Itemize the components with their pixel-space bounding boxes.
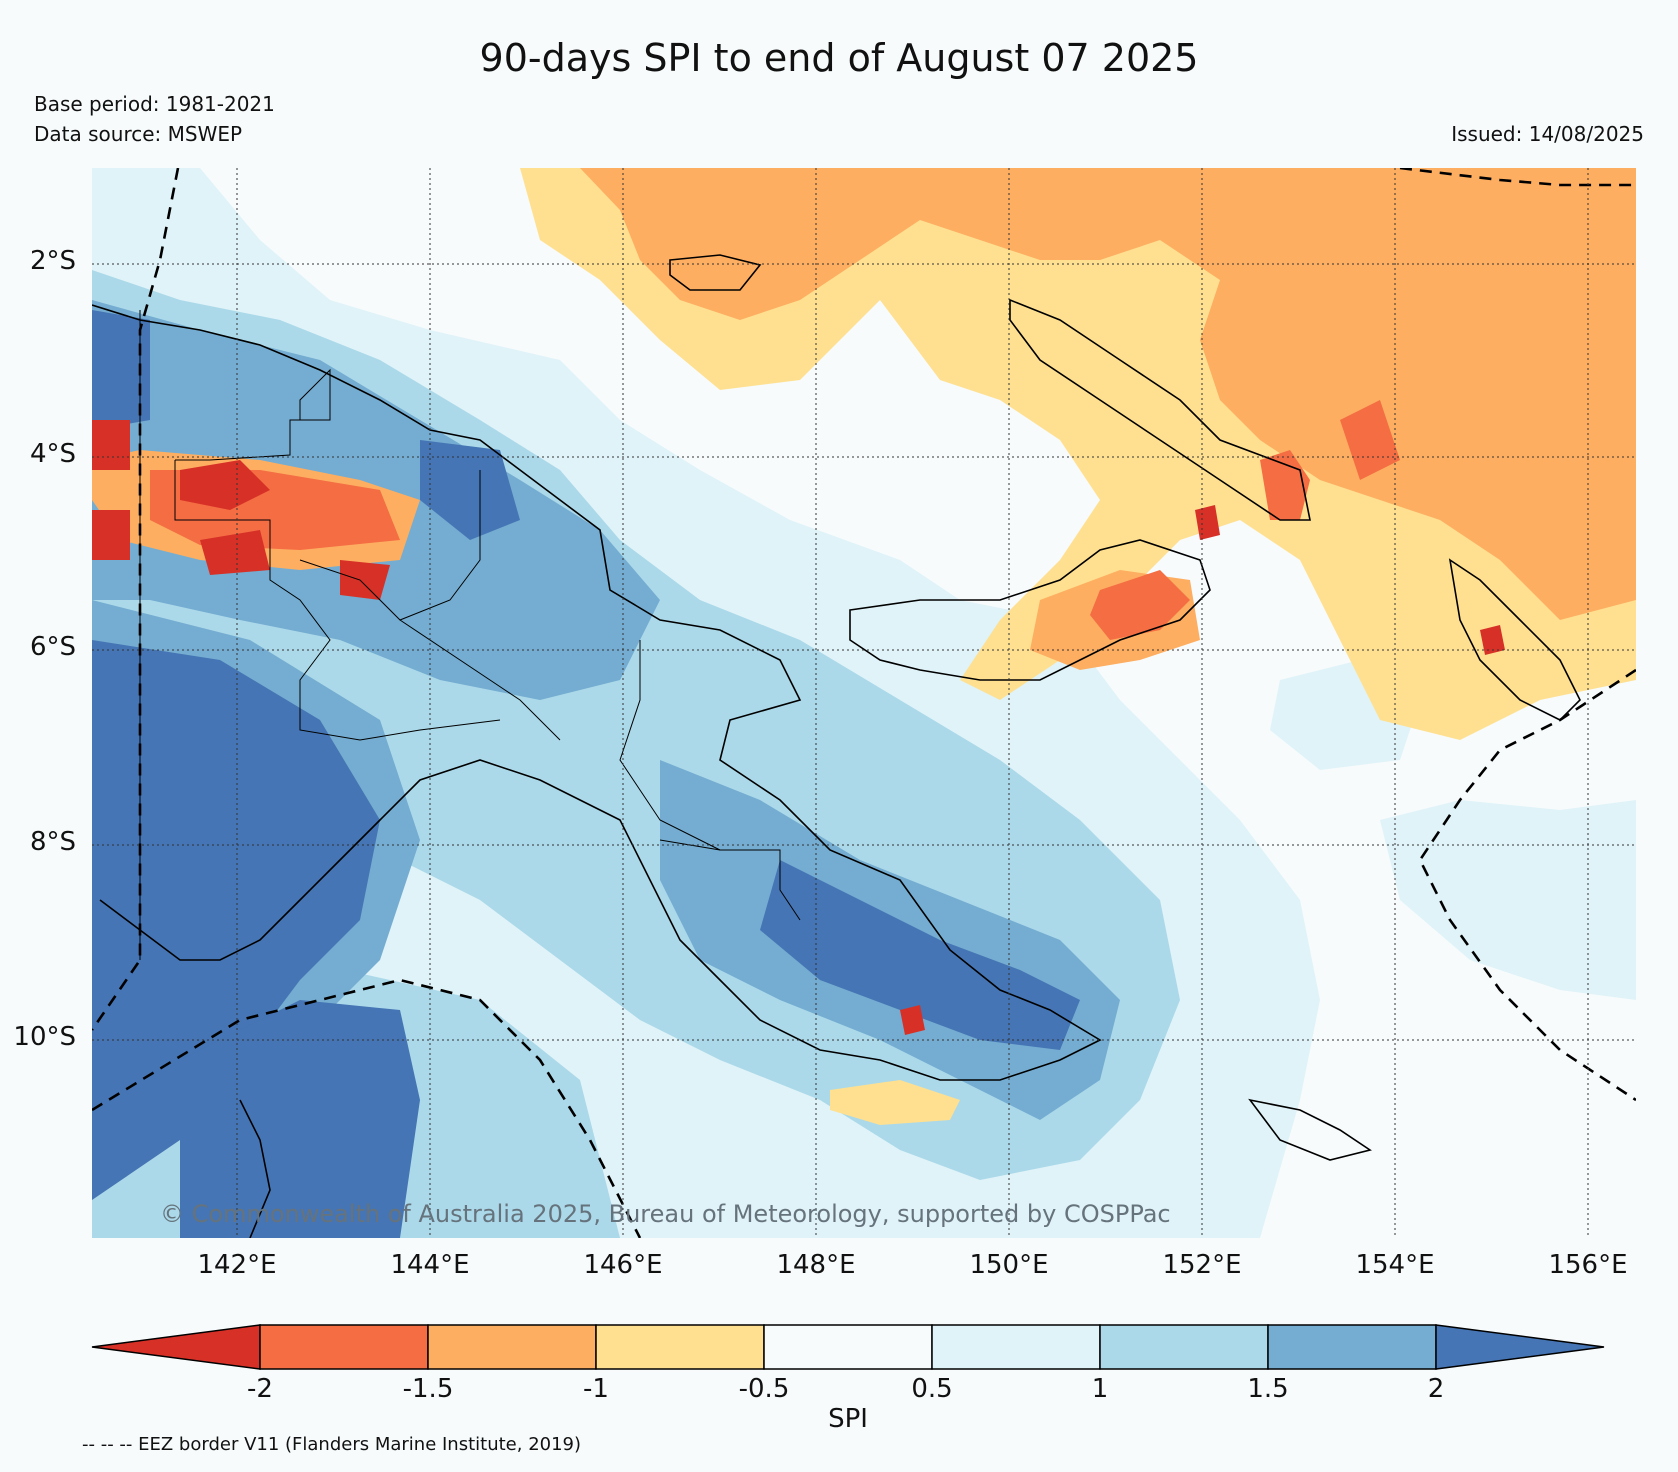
lon-tick: 146°E [583, 1250, 663, 1280]
colorbar-label: -1 [583, 1374, 609, 1404]
colorbar-extend-high [1435, 1324, 1605, 1370]
spi-band-under-neg2-e1 [900, 1005, 925, 1035]
colorbar-bin-neg0.5-0.5 [763, 1324, 933, 1370]
eez-border-southeast [1418, 668, 1636, 1102]
spi-band-under-neg2-w4 [200, 530, 270, 575]
spi-band-under-neg2-w5 [340, 560, 390, 600]
base-period: Base period: 1981-2021 [34, 92, 275, 116]
colorbar [91, 1324, 1605, 1370]
coastline-louisiade-islands [1248, 1098, 1372, 1161]
spi-band-neg1.5-neg2 [1090, 570, 1190, 640]
spi-band-under-neg2-e3 [1480, 625, 1505, 655]
lat-tick: 4°S [29, 439, 76, 469]
coastlines [92, 254, 1581, 1238]
lat-tick: 8°S [29, 827, 76, 857]
coastline-new-guinea-north [92, 304, 1102, 1081]
spi-band-0.5-1-east [1380, 800, 1636, 1000]
copyright-credit: © Commonwealth of Australia 2025, Bureau… [160, 1200, 1171, 1228]
colorbar-label: -2 [247, 1374, 273, 1404]
colorbar-bin-1-1.5 [1099, 1324, 1269, 1370]
border-province-5 [619, 640, 721, 851]
lon-tick: 148°E [776, 1250, 856, 1280]
border-province-3 [299, 470, 481, 621]
spi-band-under-neg2-w1 [92, 420, 130, 470]
colorbar-bin-neg1.5-neg1 [427, 1324, 597, 1370]
coastline-new-britain [849, 539, 1211, 681]
lat-tick: 2°S [29, 246, 76, 276]
border-province-6 [659, 839, 801, 921]
issued-date: Issued: 14/08/2025 [1451, 122, 1644, 146]
spi-band-over-2-south [180, 1000, 420, 1238]
lon-tick: 144°E [390, 1250, 470, 1280]
admin-borders [139, 310, 801, 960]
spi-band-under-neg2-e2 [1195, 505, 1220, 540]
spi-band-under-neg2-w3 [180, 460, 270, 510]
colorbar-bin-neg2-neg1.5 [259, 1324, 429, 1370]
spi-band-neg1.5-neg2-east [1260, 450, 1310, 520]
spi-band-under-neg2-w2 [92, 510, 130, 560]
eez-border-northeast [1399, 168, 1636, 187]
spi-band-neg1.5-neg2-far-east [1340, 400, 1400, 480]
eez-borders [92, 168, 1636, 1238]
colorbar-extend-low [91, 1324, 261, 1370]
colorbar-label: 1 [1091, 1374, 1109, 1404]
colorbar-label: 0.5 [911, 1374, 953, 1404]
colorbar-label: -0.5 [738, 1374, 790, 1404]
colorbar-label: -1.5 [402, 1374, 454, 1404]
data-source: Data source: MSWEP [34, 122, 243, 146]
lon-tick: 142°E [197, 1250, 277, 1280]
colorbar-title: SPI [828, 1404, 868, 1434]
coastline-new-ireland [1009, 298, 1311, 521]
coastline-cape-york [239, 1099, 271, 1238]
page-title: 90-days SPI to end of August 07 2025 [479, 36, 1199, 80]
lon-tick: 150°E [969, 1250, 1049, 1280]
colorbar-bin-neg1-neg0.5 [595, 1324, 765, 1370]
lat-tick: 6°S [29, 632, 76, 662]
border-province-2 [174, 460, 501, 741]
coastline-bougainville [1448, 558, 1581, 721]
eez-border-south [92, 978, 642, 1238]
colorbar-bin-1.5-2 [1267, 1324, 1437, 1370]
spi-band-over-2-west [92, 640, 380, 1200]
colorbar-label: 2 [1427, 1374, 1445, 1404]
lat-tick: 10°S [13, 1022, 76, 1052]
spi-band-neg1-neg1.5-north [580, 168, 1636, 620]
spi-band-over-2-north [92, 310, 150, 430]
lon-tick: 154°E [1355, 1250, 1435, 1280]
colorbar-label: 1.5 [1247, 1374, 1289, 1404]
coastline-manus [669, 254, 762, 291]
lon-tick: 152°E [1162, 1250, 1242, 1280]
lon-tick: 156°E [1548, 1250, 1628, 1280]
map-layers [92, 168, 1636, 1238]
colorbar-bin-0.5-1 [931, 1324, 1101, 1370]
eez-border-west [92, 168, 180, 1031]
spi-band-over-2-north2 [420, 440, 520, 540]
graticule [92, 168, 1636, 1238]
spi-band-neg0.5-south [830, 1080, 960, 1125]
spi-band-over-2-ridge [760, 860, 1080, 1050]
eez-footnote: -- -- -- EEZ border V11 (Flanders Marine… [82, 1434, 582, 1455]
border-province-1 [175, 368, 331, 461]
